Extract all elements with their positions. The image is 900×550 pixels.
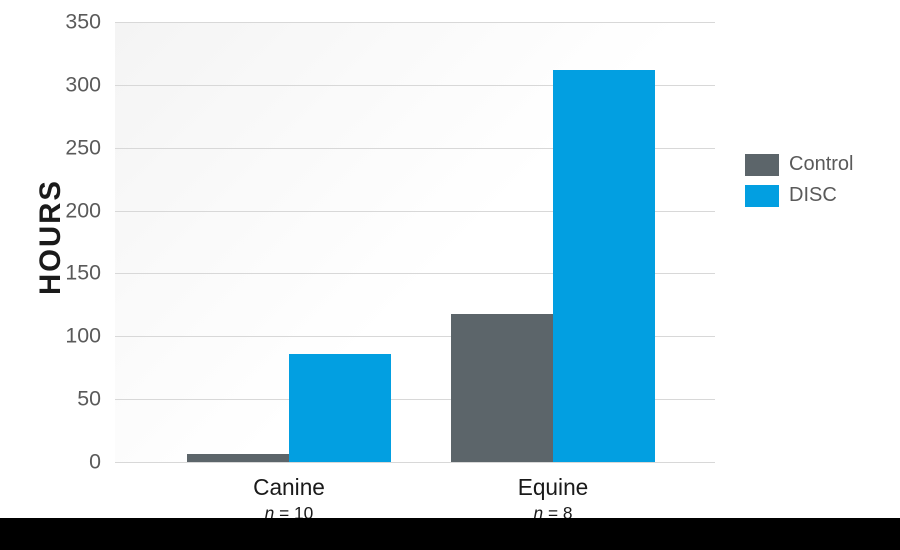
legend-item-disc: DISC <box>745 184 853 207</box>
legend-swatch <box>745 154 779 176</box>
y-axis-label: HOURS <box>34 179 68 295</box>
x-tick-canine: Caninen = 10 <box>209 462 369 524</box>
x-tick-label: Equine <box>473 474 633 501</box>
legend-swatch <box>745 185 779 207</box>
y-tick-label: 300 <box>65 72 101 97</box>
footer-bar <box>0 518 900 550</box>
bar-equine-control <box>451 314 553 462</box>
legend-label: Control <box>789 153 853 176</box>
legend-item-control: Control <box>745 153 853 176</box>
y-tick-label: 50 <box>77 387 101 412</box>
legend-label: DISC <box>789 184 837 207</box>
bar-canine-disc <box>289 354 391 462</box>
bar-canine-control <box>187 454 289 462</box>
bar-equine-disc <box>553 70 655 462</box>
gridline <box>115 22 715 23</box>
x-tick-label: Canine <box>209 474 369 501</box>
y-tick-label: 200 <box>65 198 101 223</box>
y-tick-label: 100 <box>65 324 101 349</box>
chart-stage: 0 50 100 150 200 250 300 350 Caninen = 10 Equinen… <box>0 0 900 550</box>
x-tick-equine: Equinen = 8 <box>473 462 633 524</box>
plot-area: 050100150200250300350Caninen = 10Equinen… <box>115 22 715 462</box>
y-tick-label: 250 <box>65 135 101 160</box>
y-tick-label: 350 <box>65 10 101 35</box>
y-tick-label: 0 <box>89 450 101 475</box>
legend: Control DISC <box>745 145 853 215</box>
y-tick-label: 150 <box>65 261 101 286</box>
